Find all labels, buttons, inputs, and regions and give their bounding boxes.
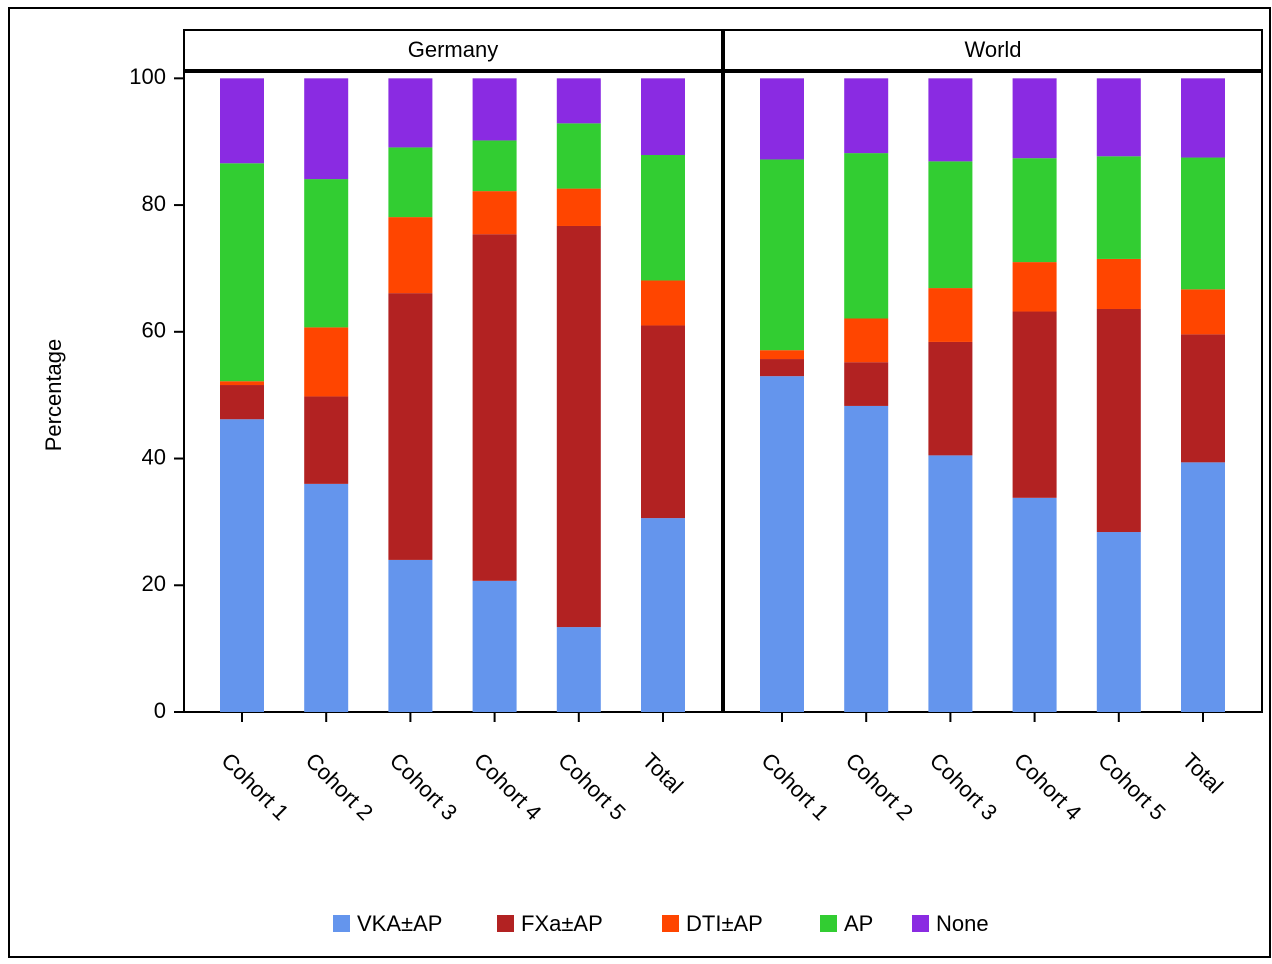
bar-segment: [928, 341, 973, 456]
bar-segment: [304, 483, 349, 712]
panel-title: World: [964, 37, 1021, 62]
x-tick-label: Cohort 1: [756, 748, 833, 825]
x-tick-label: Total: [1177, 748, 1228, 799]
panel-border: [183, 71, 723, 713]
bar-segment: [928, 455, 973, 712]
y-tick-label: 100: [129, 64, 166, 89]
bar-segment: [388, 217, 433, 294]
bar-segment: [220, 78, 264, 164]
x-tick-label: Cohort 3: [925, 748, 1002, 825]
legend-swatch: [333, 915, 350, 932]
y-tick-label: 0: [154, 698, 166, 723]
legend-swatch: [912, 915, 929, 932]
bar-segment: [388, 293, 433, 560]
legend-label: None: [936, 911, 989, 936]
bar-segment: [844, 405, 889, 712]
legend-swatch: [662, 915, 679, 932]
bar-segment: [304, 179, 349, 328]
bar-segment: [1096, 78, 1141, 157]
bar-segment: [641, 280, 685, 326]
bar-segment: [472, 191, 517, 235]
legend-label: FXa±AP: [521, 911, 603, 936]
bar-segment: [556, 627, 601, 712]
bar-segment: [641, 325, 685, 519]
bar-segment: [1012, 78, 1057, 159]
x-tick-label: Cohort 2: [301, 748, 378, 825]
bar-segment: [1181, 78, 1225, 158]
frame: [8, 7, 1271, 958]
bar-segment: [472, 78, 517, 141]
bar-segment: [1096, 308, 1141, 533]
bar-segment: [388, 78, 433, 148]
bar-segment: [388, 559, 433, 712]
bar-segment: [641, 78, 685, 156]
panel-header: [183, 29, 723, 71]
bar-segment: [1012, 311, 1057, 498]
bar-segment: [1012, 497, 1057, 712]
bar-segment: [1096, 532, 1141, 712]
bar-segment: [760, 376, 804, 712]
bar-segment: [304, 327, 349, 397]
panel-border: [723, 71, 1263, 713]
bar-segment: [1012, 262, 1057, 312]
y-tick-label: 40: [142, 444, 166, 469]
bar-segment: [472, 234, 517, 581]
x-tick-label: Cohort 1: [216, 748, 293, 825]
bar-segment: [472, 140, 517, 192]
x-tick-label: Cohort 4: [469, 748, 546, 825]
bar-segment: [556, 225, 601, 628]
bar-segment: [760, 159, 804, 351]
bar-segment: [220, 385, 264, 420]
x-tick-label: Total: [637, 748, 688, 799]
bar-segment: [220, 381, 264, 386]
bar-segment: [220, 163, 264, 382]
legend-swatch: [820, 915, 837, 932]
bar-segment: [928, 288, 973, 342]
bar-segment: [1096, 156, 1141, 259]
panel-title: Germany: [408, 37, 498, 62]
bar-segment: [1012, 158, 1057, 263]
bar-segment: [388, 147, 433, 218]
bar-segment: [760, 350, 804, 360]
bar-segment: [1181, 462, 1225, 712]
x-tick-label: Cohort 4: [1009, 748, 1086, 825]
bar-segment: [304, 78, 349, 180]
bar-segment: [641, 518, 685, 712]
bar-segment: [556, 123, 601, 189]
legend-label: DTI±AP: [686, 911, 763, 936]
bar-segment: [220, 419, 264, 712]
bar-segment: [1181, 334, 1225, 463]
panel-header: [723, 29, 1263, 71]
y-tick-label: 60: [142, 318, 166, 343]
bar-segment: [844, 318, 889, 363]
bar-segment: [1181, 157, 1225, 290]
bar-segment: [556, 78, 601, 124]
bar-segment: [760, 78, 804, 160]
legend-label: AP: [844, 911, 873, 936]
bar-segment: [304, 396, 349, 484]
bar-segment: [472, 580, 517, 712]
bar-segment: [1096, 258, 1141, 309]
x-tick-label: Cohort 5: [1093, 748, 1170, 825]
bar-segment: [844, 362, 889, 406]
bar-segment: [556, 188, 601, 226]
x-tick-label: Cohort 2: [841, 748, 918, 825]
legend-swatch: [497, 915, 514, 932]
x-tick-label: Cohort 5: [553, 748, 630, 825]
y-axis-label: Percentage: [41, 339, 66, 452]
bar-segment: [844, 78, 889, 154]
bar-segment: [760, 359, 804, 377]
bar-segment: [844, 153, 889, 319]
x-tick-label: Cohort 3: [385, 748, 462, 825]
bar-segment: [928, 78, 973, 162]
y-tick-label: 80: [142, 191, 166, 216]
bar-segment: [641, 155, 685, 281]
bar-segment: [928, 161, 973, 289]
bar-segment: [1181, 289, 1225, 335]
legend-label: VKA±AP: [357, 911, 442, 936]
y-tick-label: 20: [142, 571, 166, 596]
